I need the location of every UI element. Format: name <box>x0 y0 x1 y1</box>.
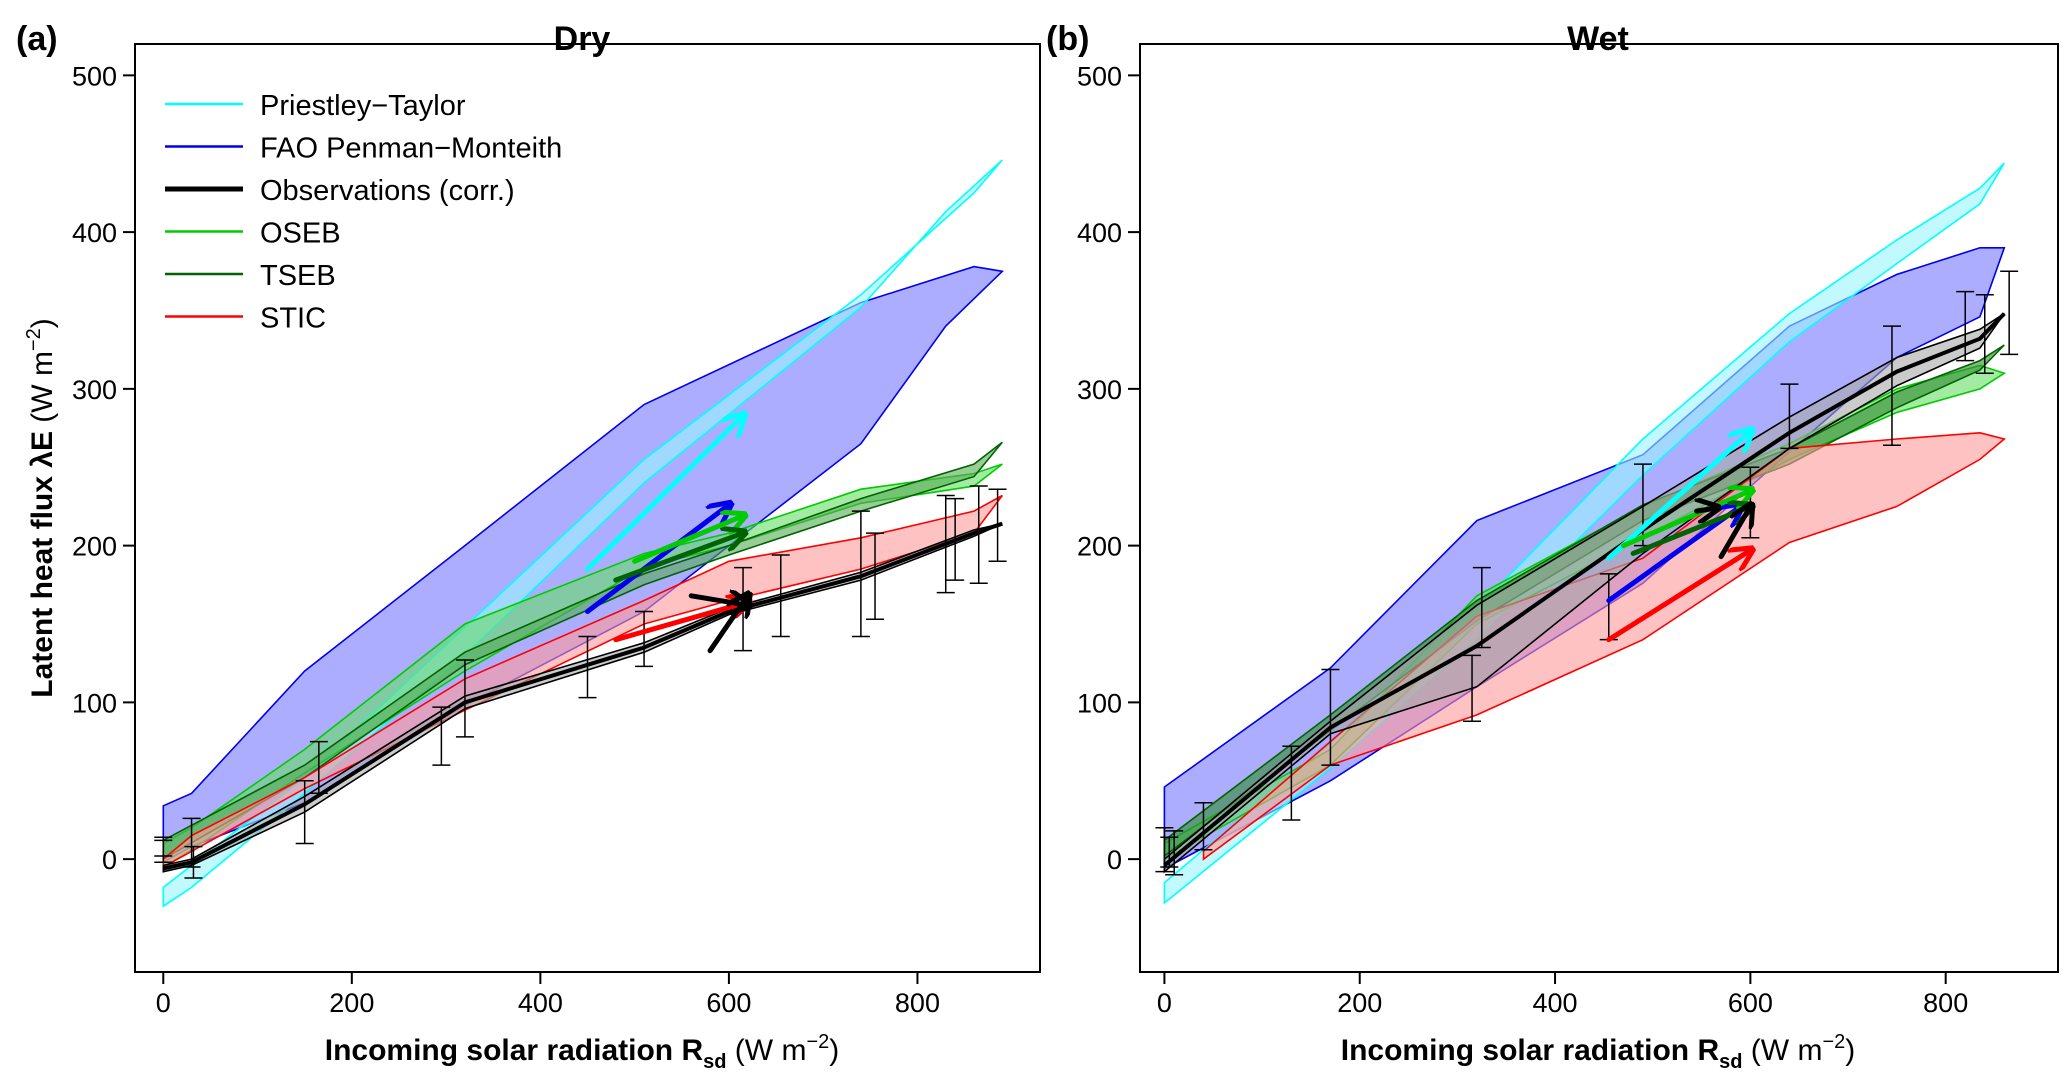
panel-a-y-axis-label: Latent heat flux λE (W m−2) <box>23 318 59 698</box>
error-bar <box>1160 836 1179 868</box>
error-bar <box>635 610 654 668</box>
panel-a-x-axis-label: Incoming solar radiation Rsd (W m−2) <box>325 1031 840 1073</box>
error-bar <box>1282 745 1301 821</box>
error-bar <box>1956 290 1975 362</box>
y-tick-label: 200 <box>72 532 117 562</box>
error-bar <box>1321 668 1340 766</box>
shift-arrow <box>585 416 744 572</box>
panel-a-arrows <box>585 416 748 654</box>
error-bar <box>1463 654 1482 722</box>
x-tick-label: 600 <box>1728 988 1773 1018</box>
legend-item: TSEB <box>165 260 336 292</box>
error-bar <box>851 510 870 638</box>
legend-item: FAO Penman−Monteith <box>165 133 562 165</box>
shift-arrow <box>1718 506 1750 560</box>
y-tick-label: 500 <box>1077 61 1122 91</box>
error-bar <box>988 488 1007 563</box>
error-bar <box>154 836 173 857</box>
line-observations-corr <box>1163 312 2006 867</box>
x-tick-label: 200 <box>1337 988 1382 1018</box>
legend-label: Observations (corr.) <box>260 175 515 207</box>
panel-a-label: (a) <box>16 20 58 58</box>
y-tick-label: 0 <box>102 845 117 875</box>
panel-b-title: Wet <box>1567 20 1629 58</box>
error-bar <box>1472 566 1491 649</box>
legend-label: Priestley−Taylor <box>260 90 466 122</box>
shift-arrow <box>632 516 743 564</box>
y-tick-label: 300 <box>72 375 117 405</box>
band-observations-corr <box>1163 312 2005 874</box>
band-tseb <box>162 441 1003 861</box>
legend-item: Priestley−Taylor <box>165 90 466 122</box>
error-bar <box>866 532 885 621</box>
x-tick-label: 800 <box>895 988 940 1018</box>
error-bar <box>2000 270 2019 356</box>
panel-b-bands <box>1163 162 2007 905</box>
legend-label: FAO Penman−Monteith <box>260 133 562 165</box>
y-tick-label: 400 <box>1077 218 1122 248</box>
x-tick-label: 200 <box>329 988 374 1018</box>
panel-b-x-axis-label: Incoming solar radiation Rsd (W m−2) <box>1341 1031 1856 1073</box>
panel-a-plot-frame <box>134 43 1041 973</box>
error-bar <box>771 554 790 638</box>
error-bar <box>1882 325 1901 447</box>
band-stic <box>162 494 1003 869</box>
panel-b-label: (b) <box>1046 20 1089 58</box>
shift-arrow <box>613 602 748 643</box>
y-tick-label: 500 <box>72 61 117 91</box>
legend-item: OSEB <box>165 218 341 250</box>
y-tick-label: 400 <box>72 218 117 248</box>
legend-item: STIC <box>165 303 326 335</box>
panel-b-plot-frame <box>1139 43 2059 973</box>
panel-b-axes: 0 200 400 600 800 0 100 200 300 400 500 <box>1077 61 1968 1018</box>
shift-arrow <box>613 533 743 583</box>
panel-wet: (b) Wet 0 200 400 600 800 0 100 200 300 400 500 In… <box>1046 20 2059 1073</box>
shift-arrow <box>688 596 748 605</box>
x-tick-label: 0 <box>1157 988 1172 1018</box>
error-bar <box>578 635 597 699</box>
y-tick-label: 0 <box>1107 845 1122 875</box>
error-bar <box>1780 383 1799 450</box>
error-bar <box>309 740 328 795</box>
legend-label: TSEB <box>260 260 336 292</box>
panel-a-bands <box>162 159 1004 908</box>
panel-b-error-bars <box>1155 270 2019 876</box>
error-bar <box>295 780 314 845</box>
shift-arrow <box>1606 550 1751 643</box>
error-bar <box>432 706 451 766</box>
error-bar <box>1165 830 1184 876</box>
x-tick-label: 400 <box>518 988 563 1018</box>
panel-a-title: Dry <box>554 20 611 58</box>
error-bar <box>1194 801 1213 851</box>
x-tick-label: 0 <box>156 988 171 1018</box>
panel-a-error-bars <box>154 485 1007 879</box>
error-bar <box>946 497 965 581</box>
legend: Priestley−Taylor FAO Penman−Monteith Obser… <box>165 90 562 335</box>
y-tick-label: 200 <box>1077 532 1122 562</box>
shift-arrow <box>1694 508 1717 511</box>
error-bar <box>455 659 474 738</box>
x-tick-label: 600 <box>706 988 751 1018</box>
legend-label: OSEB <box>260 218 341 250</box>
error-bar <box>1975 294 1994 374</box>
error-bar <box>936 494 955 594</box>
error-bar <box>182 817 201 868</box>
y-tick-label: 100 <box>1077 688 1122 718</box>
panel-dry: (a) Dry 0 200 400 600 800 0 100 200 300 400 500 Pr… <box>16 20 1041 1073</box>
legend-item: Observations (corr.) <box>165 175 515 207</box>
y-tick-label: 300 <box>1077 375 1122 405</box>
error-bar <box>969 485 988 584</box>
x-tick-label: 800 <box>1923 988 1968 1018</box>
x-tick-label: 400 <box>1533 988 1578 1018</box>
error-bar <box>184 845 203 879</box>
panel-a-axes: 0 200 400 600 800 0 100 200 300 400 500 <box>72 61 940 1018</box>
legend-label: STIC <box>260 303 326 335</box>
y-tick-label: 100 <box>72 688 117 718</box>
error-bar <box>1155 827 1174 873</box>
panel-b-arrows <box>1606 431 1751 643</box>
shift-arrow <box>1606 431 1751 561</box>
shift-arrow <box>585 505 729 614</box>
